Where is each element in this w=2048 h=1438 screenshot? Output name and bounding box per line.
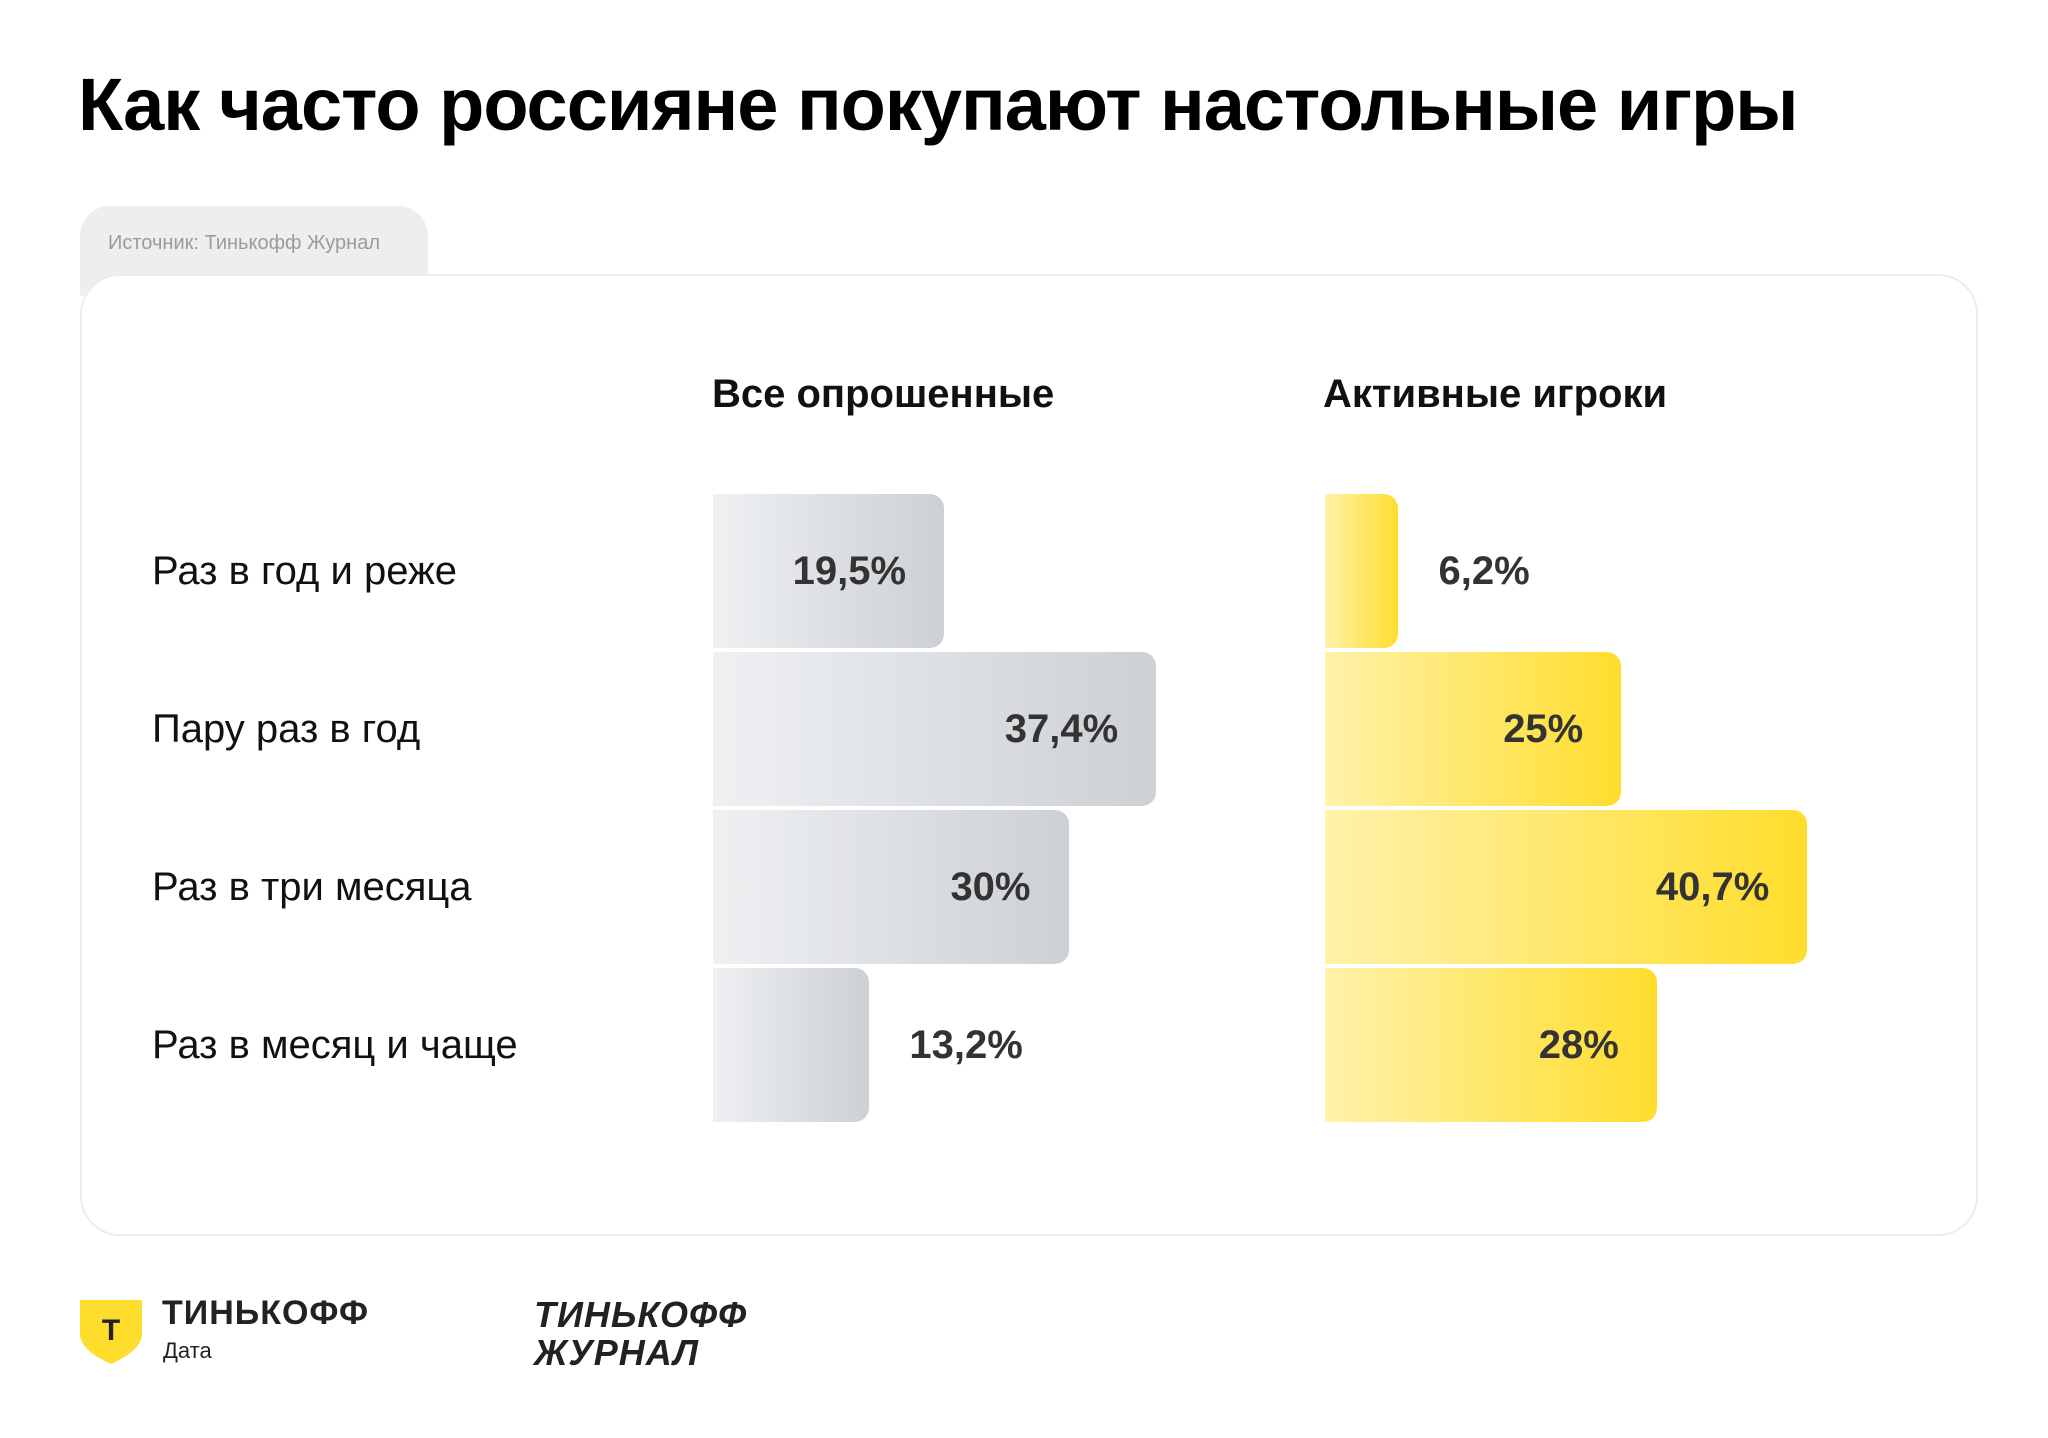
journal-logo-line1: ТИНЬКОФФ [534, 1294, 748, 1335]
source-label: Источник: Тинькофф Журнал [108, 232, 381, 254]
bar-active-players [1325, 968, 1657, 1122]
category-label: Раз в три месяца [152, 865, 472, 909]
page-title: Как часто россияне покупают настольные и… [78, 63, 1798, 146]
brand-subtitle: Дата [163, 1338, 212, 1363]
series-title-active-players: Активные игроки [1323, 372, 1668, 416]
bar-value-label: 19,5% [792, 549, 907, 593]
brand-name: ТИНЬКОФФ [162, 1294, 369, 1332]
journal-logo-line2: ЖУРНАЛ [534, 1332, 699, 1373]
tinkoff-shield-letter: Т [102, 1314, 120, 1347]
bar-all-respondents [713, 810, 1069, 964]
category-label: Раз в год и реже [152, 549, 457, 593]
category-label: Раз в месяц и чаще [152, 1023, 518, 1067]
bar-value-label: 13,2% [909, 1023, 1023, 1067]
journal-logo: ТИНЬКОФФ ЖУРНАЛ [534, 1296, 747, 1372]
bar-value-label: 6,2% [1438, 549, 1530, 593]
bar-value-label: 37,4% [1004, 707, 1119, 751]
bar-value-label: 25% [1503, 707, 1584, 751]
bar-active-players [1325, 810, 1808, 964]
bar-all-respondents [713, 494, 945, 648]
tinkoff-shield-icon: Т [80, 1300, 142, 1364]
bar-all-respondents [713, 652, 1157, 806]
category-label: Пару раз в год [152, 707, 421, 751]
bar-value-label: 28% [1538, 1023, 1619, 1067]
bar-active-players [1325, 494, 1399, 648]
series-title-all-respondents: Все опрошенные [712, 372, 1055, 416]
bar-value-label: 40,7% [1655, 865, 1770, 909]
bar-all-respondents [713, 968, 870, 1122]
bar-active-players [1325, 652, 1622, 806]
bar-value-label: 30% [950, 865, 1031, 909]
